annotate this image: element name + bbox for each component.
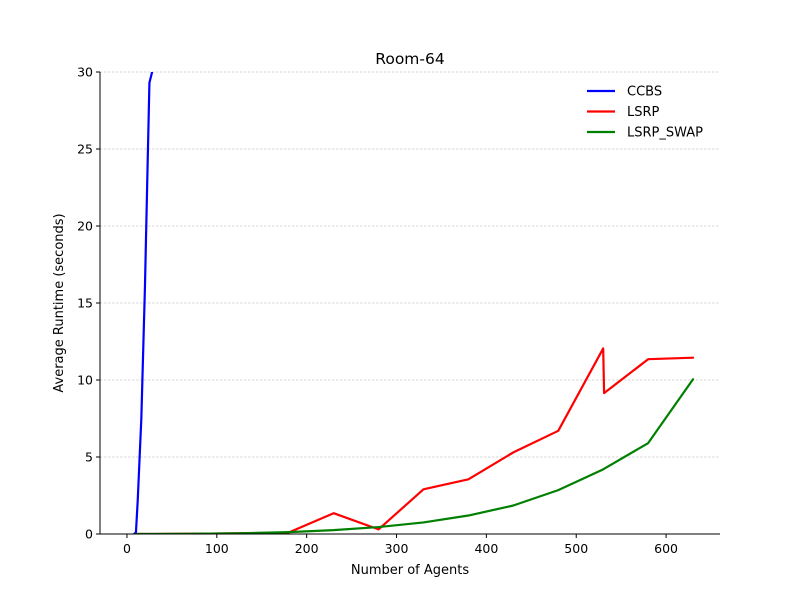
- x-tick-label: 400: [474, 541, 498, 556]
- gridlines: [100, 71, 720, 458]
- x-axis-ticks: 0 100 200 300 400 500 600: [123, 534, 678, 556]
- legend: CCBS LSRP LSRP_SWAP: [587, 85, 703, 141]
- y-tick-label: 15: [77, 296, 93, 311]
- x-tick-label: 0: [123, 541, 131, 556]
- y-axis-ticks: 0 5 10 15 20 25 30: [77, 65, 100, 542]
- x-axis-label: Number of Agents: [351, 563, 469, 578]
- series-line-ccbs: [133, 72, 154, 534]
- legend-label: CCBS: [627, 85, 662, 100]
- y-tick-label: 20: [77, 219, 93, 234]
- y-tick-label: 10: [77, 373, 93, 388]
- y-tick-label: 25: [77, 142, 93, 157]
- series-line-lsrp: [134, 347, 695, 534]
- series-line-lsrp-swap: [134, 378, 695, 534]
- legend-label: LSRP_SWAP: [627, 126, 703, 141]
- y-tick-label: 0: [85, 527, 93, 542]
- x-tick-label: 500: [564, 541, 588, 556]
- chart-title: Room-64: [375, 50, 444, 68]
- y-tick-label: 5: [85, 450, 93, 465]
- y-tick-label: 30: [77, 65, 93, 80]
- legend-label: LSRP: [627, 105, 660, 120]
- x-tick-label: 600: [654, 541, 678, 556]
- x-tick-label: 200: [295, 541, 319, 556]
- x-tick-label: 300: [385, 541, 409, 556]
- y-axis-label: Average Runtime (seconds): [52, 213, 67, 392]
- x-tick-label: 100: [205, 541, 229, 556]
